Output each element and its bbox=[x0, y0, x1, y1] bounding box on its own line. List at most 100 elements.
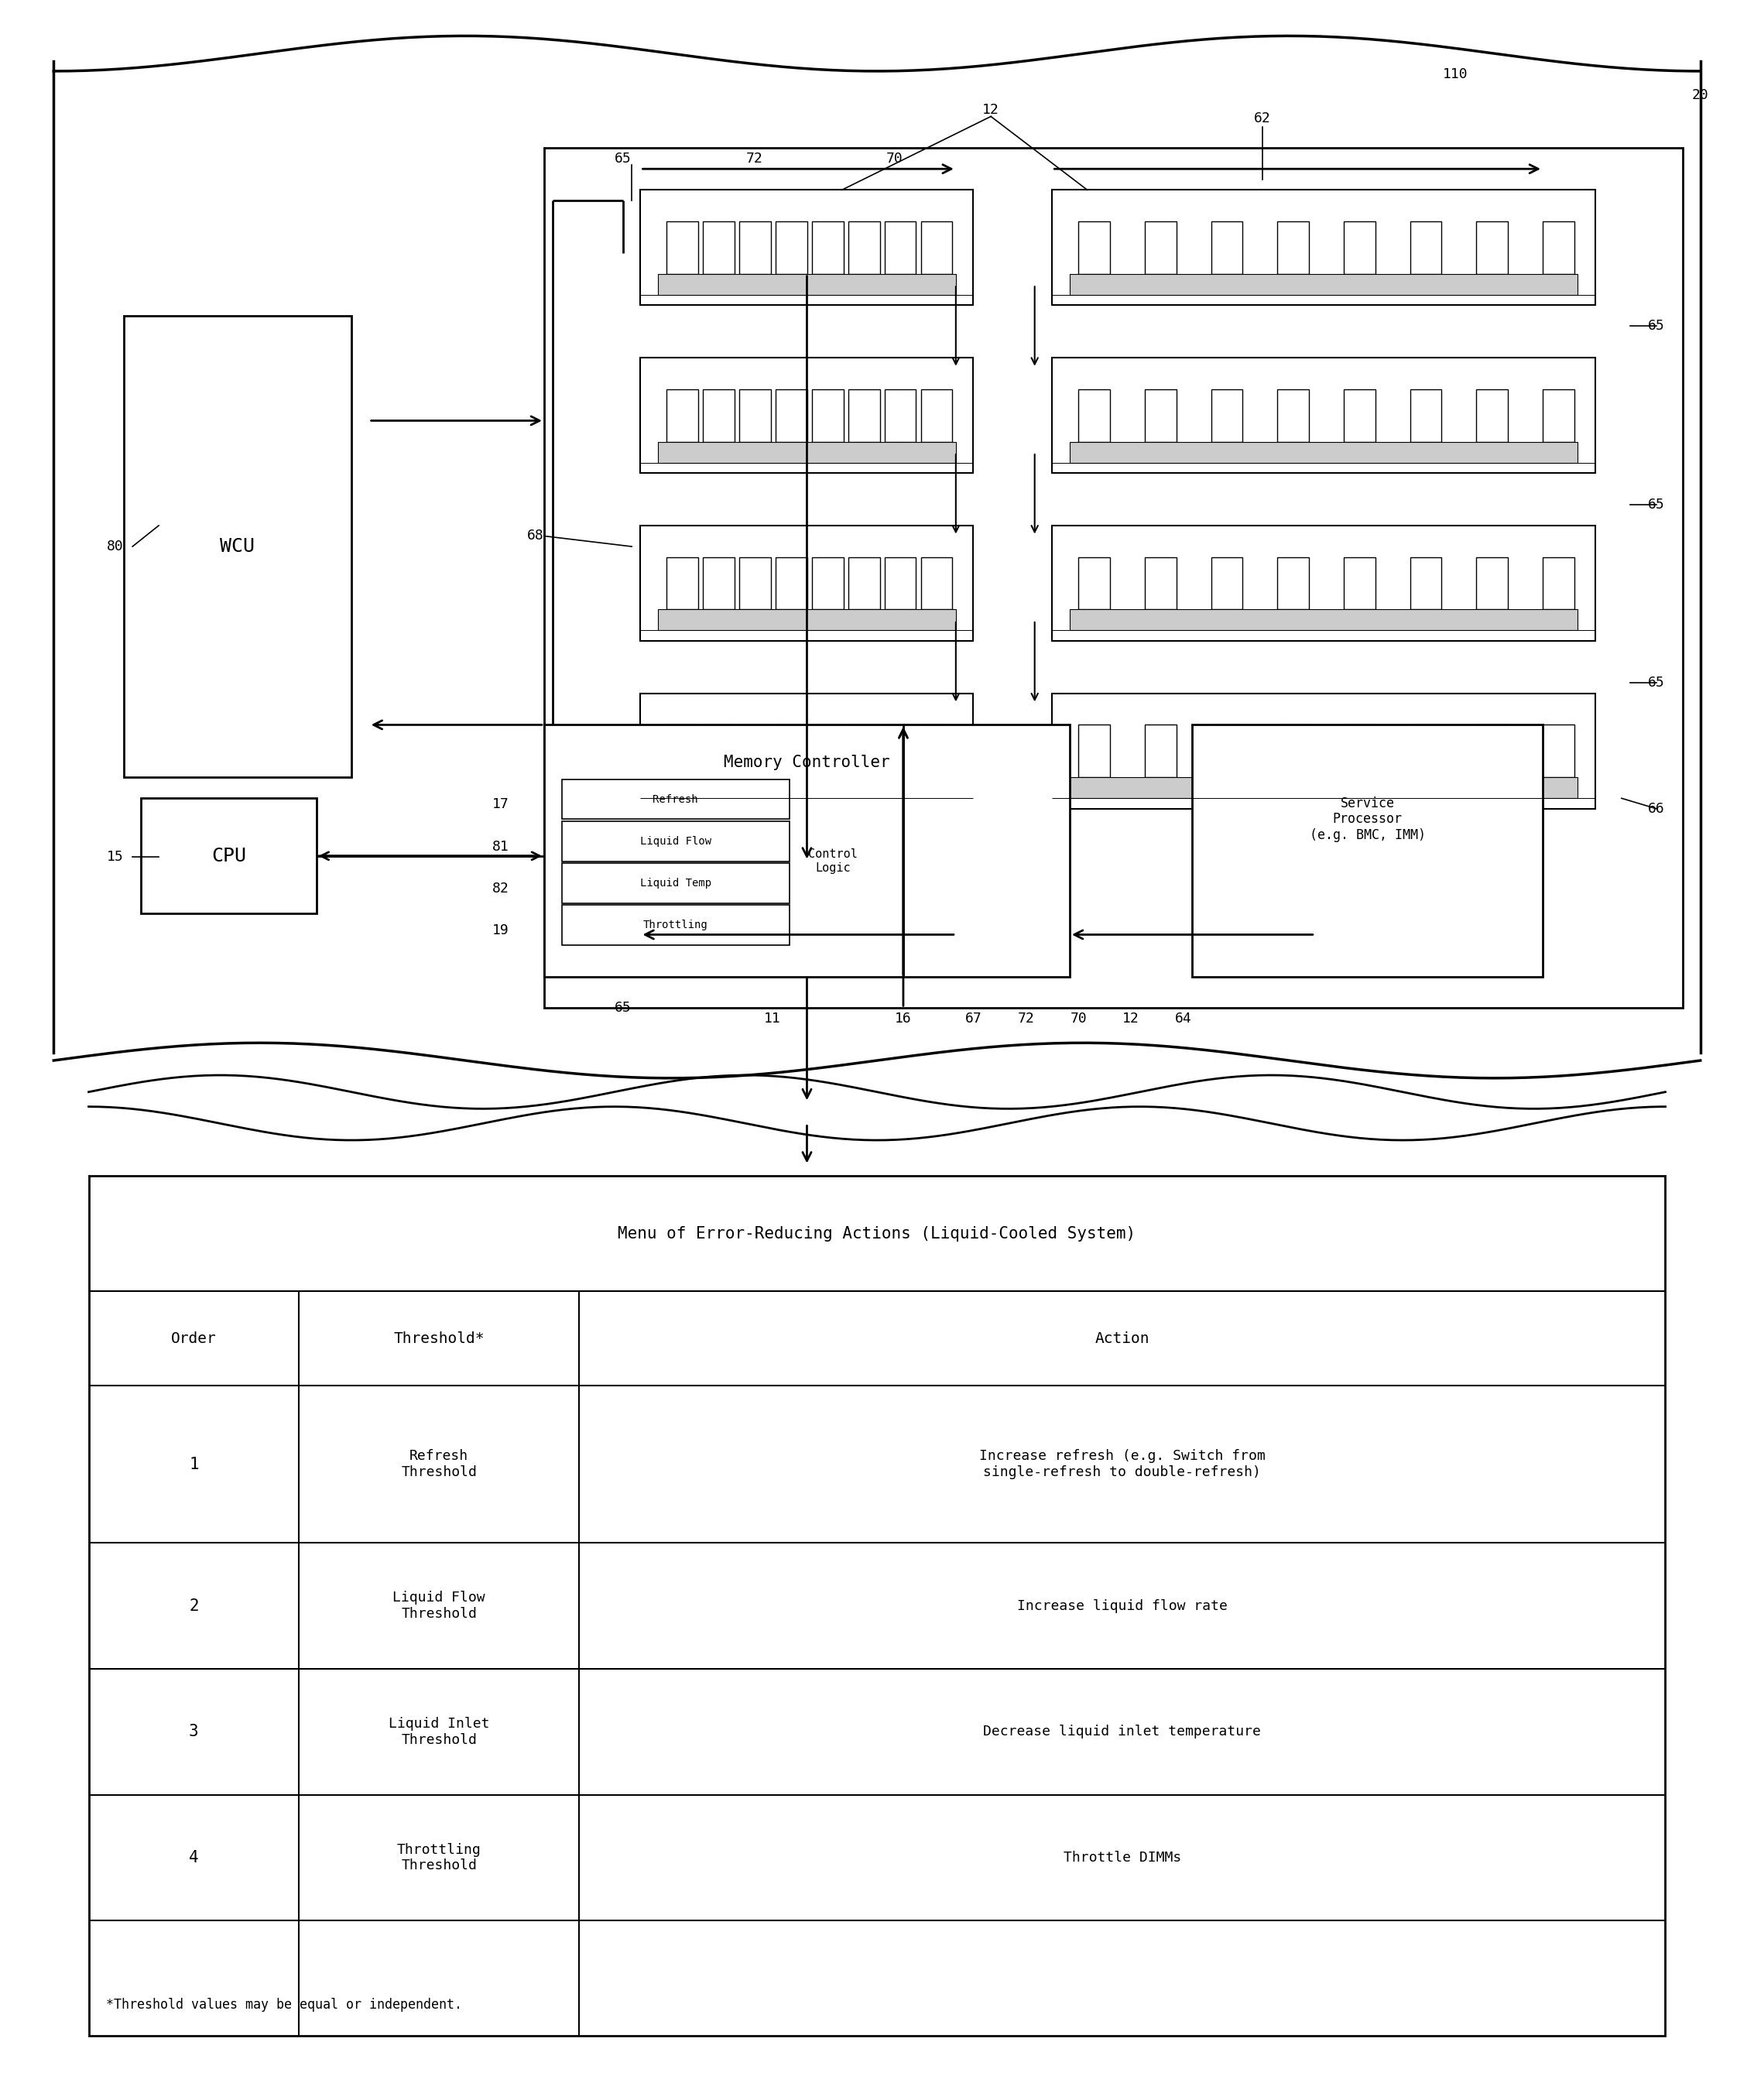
FancyBboxPatch shape bbox=[740, 220, 772, 273]
Text: 66: 66 bbox=[1649, 802, 1665, 815]
FancyBboxPatch shape bbox=[812, 220, 844, 273]
FancyBboxPatch shape bbox=[561, 821, 789, 861]
FancyBboxPatch shape bbox=[1344, 556, 1375, 609]
FancyBboxPatch shape bbox=[658, 441, 956, 462]
FancyBboxPatch shape bbox=[1410, 388, 1442, 441]
FancyBboxPatch shape bbox=[658, 777, 956, 798]
Text: 2: 2 bbox=[189, 1598, 198, 1613]
FancyBboxPatch shape bbox=[1079, 388, 1110, 441]
FancyBboxPatch shape bbox=[1344, 388, 1375, 441]
Text: Liquid Flow
Threshold: Liquid Flow Threshold bbox=[393, 1592, 486, 1621]
Text: Order: Order bbox=[172, 1331, 216, 1346]
Text: 67: 67 bbox=[965, 1012, 982, 1025]
FancyBboxPatch shape bbox=[1277, 724, 1308, 777]
FancyBboxPatch shape bbox=[640, 693, 973, 808]
FancyBboxPatch shape bbox=[884, 556, 916, 609]
Text: 12: 12 bbox=[982, 103, 1000, 118]
Text: 12: 12 bbox=[1123, 1012, 1140, 1025]
FancyBboxPatch shape bbox=[1344, 220, 1375, 273]
FancyBboxPatch shape bbox=[812, 724, 844, 777]
FancyBboxPatch shape bbox=[812, 388, 844, 441]
Text: Action: Action bbox=[1094, 1331, 1149, 1346]
Text: 65: 65 bbox=[614, 151, 631, 166]
FancyBboxPatch shape bbox=[1544, 388, 1575, 441]
Text: Decrease liquid inlet temperature: Decrease liquid inlet temperature bbox=[984, 1724, 1261, 1739]
FancyBboxPatch shape bbox=[1145, 220, 1177, 273]
FancyBboxPatch shape bbox=[658, 273, 956, 294]
FancyBboxPatch shape bbox=[1052, 189, 1594, 304]
FancyBboxPatch shape bbox=[812, 556, 844, 609]
Text: 72: 72 bbox=[745, 151, 763, 166]
Text: 110: 110 bbox=[1442, 67, 1468, 82]
FancyBboxPatch shape bbox=[561, 863, 789, 903]
FancyBboxPatch shape bbox=[1052, 357, 1594, 472]
Text: 68: 68 bbox=[526, 529, 544, 544]
FancyBboxPatch shape bbox=[849, 724, 881, 777]
Text: CPU: CPU bbox=[212, 846, 246, 865]
Text: 17: 17 bbox=[491, 798, 509, 811]
FancyBboxPatch shape bbox=[1477, 388, 1508, 441]
FancyBboxPatch shape bbox=[884, 220, 916, 273]
FancyBboxPatch shape bbox=[561, 905, 789, 945]
FancyBboxPatch shape bbox=[1410, 220, 1442, 273]
Text: Control
Logic: Control Logic bbox=[809, 848, 858, 874]
Text: 72: 72 bbox=[1017, 1012, 1035, 1025]
FancyBboxPatch shape bbox=[1544, 556, 1575, 609]
FancyBboxPatch shape bbox=[1277, 220, 1308, 273]
FancyBboxPatch shape bbox=[1070, 441, 1579, 462]
FancyBboxPatch shape bbox=[667, 556, 698, 609]
FancyBboxPatch shape bbox=[921, 220, 952, 273]
Text: 65: 65 bbox=[1649, 498, 1665, 512]
Text: Throttling: Throttling bbox=[644, 920, 709, 930]
Text: 11: 11 bbox=[763, 1012, 781, 1025]
FancyBboxPatch shape bbox=[544, 147, 1682, 1008]
FancyBboxPatch shape bbox=[667, 724, 698, 777]
FancyBboxPatch shape bbox=[1210, 724, 1242, 777]
FancyBboxPatch shape bbox=[1410, 724, 1442, 777]
Text: Refresh
Threshold: Refresh Threshold bbox=[402, 1449, 477, 1478]
Text: Menu of Error-Reducing Actions (Liquid-Cooled System): Menu of Error-Reducing Actions (Liquid-C… bbox=[617, 1226, 1137, 1241]
Text: Liquid Flow: Liquid Flow bbox=[640, 836, 710, 846]
FancyBboxPatch shape bbox=[703, 724, 735, 777]
Text: Service
Processor
(e.g. BMC, IMM): Service Processor (e.g. BMC, IMM) bbox=[1310, 796, 1426, 842]
Text: 16: 16 bbox=[895, 1012, 912, 1025]
FancyBboxPatch shape bbox=[1052, 693, 1594, 808]
FancyBboxPatch shape bbox=[1544, 220, 1575, 273]
FancyBboxPatch shape bbox=[667, 388, 698, 441]
Text: Threshold*: Threshold* bbox=[393, 1331, 484, 1346]
FancyBboxPatch shape bbox=[1277, 556, 1308, 609]
FancyBboxPatch shape bbox=[1477, 220, 1508, 273]
FancyBboxPatch shape bbox=[561, 779, 789, 819]
FancyBboxPatch shape bbox=[1145, 724, 1177, 777]
Text: 1: 1 bbox=[189, 1457, 198, 1472]
FancyBboxPatch shape bbox=[1477, 556, 1508, 609]
Text: 15: 15 bbox=[107, 850, 123, 863]
Text: WCU: WCU bbox=[221, 538, 254, 556]
Text: Increase liquid flow rate: Increase liquid flow rate bbox=[1017, 1598, 1228, 1613]
FancyBboxPatch shape bbox=[1145, 388, 1177, 441]
FancyBboxPatch shape bbox=[544, 724, 1070, 976]
FancyBboxPatch shape bbox=[1145, 556, 1177, 609]
Text: Liquid Temp: Liquid Temp bbox=[640, 878, 710, 888]
FancyBboxPatch shape bbox=[884, 724, 916, 777]
Text: Throttle DIMMs: Throttle DIMMs bbox=[1063, 1850, 1180, 1865]
FancyBboxPatch shape bbox=[921, 724, 952, 777]
Text: 82: 82 bbox=[491, 882, 509, 895]
FancyBboxPatch shape bbox=[1277, 388, 1308, 441]
FancyBboxPatch shape bbox=[1210, 556, 1242, 609]
FancyBboxPatch shape bbox=[921, 556, 952, 609]
FancyBboxPatch shape bbox=[1344, 724, 1375, 777]
FancyBboxPatch shape bbox=[775, 724, 807, 777]
Text: Memory Controller: Memory Controller bbox=[724, 754, 889, 771]
FancyBboxPatch shape bbox=[640, 189, 973, 304]
Text: Refresh: Refresh bbox=[652, 794, 698, 804]
FancyBboxPatch shape bbox=[775, 556, 807, 609]
FancyBboxPatch shape bbox=[640, 357, 973, 472]
FancyBboxPatch shape bbox=[1079, 724, 1110, 777]
FancyBboxPatch shape bbox=[1079, 556, 1110, 609]
FancyBboxPatch shape bbox=[1193, 724, 1544, 976]
FancyBboxPatch shape bbox=[849, 220, 881, 273]
FancyBboxPatch shape bbox=[1079, 220, 1110, 273]
FancyBboxPatch shape bbox=[11, 0, 1743, 1113]
Text: Increase refresh (e.g. Switch from
single-refresh to double-refresh): Increase refresh (e.g. Switch from singl… bbox=[979, 1449, 1265, 1478]
